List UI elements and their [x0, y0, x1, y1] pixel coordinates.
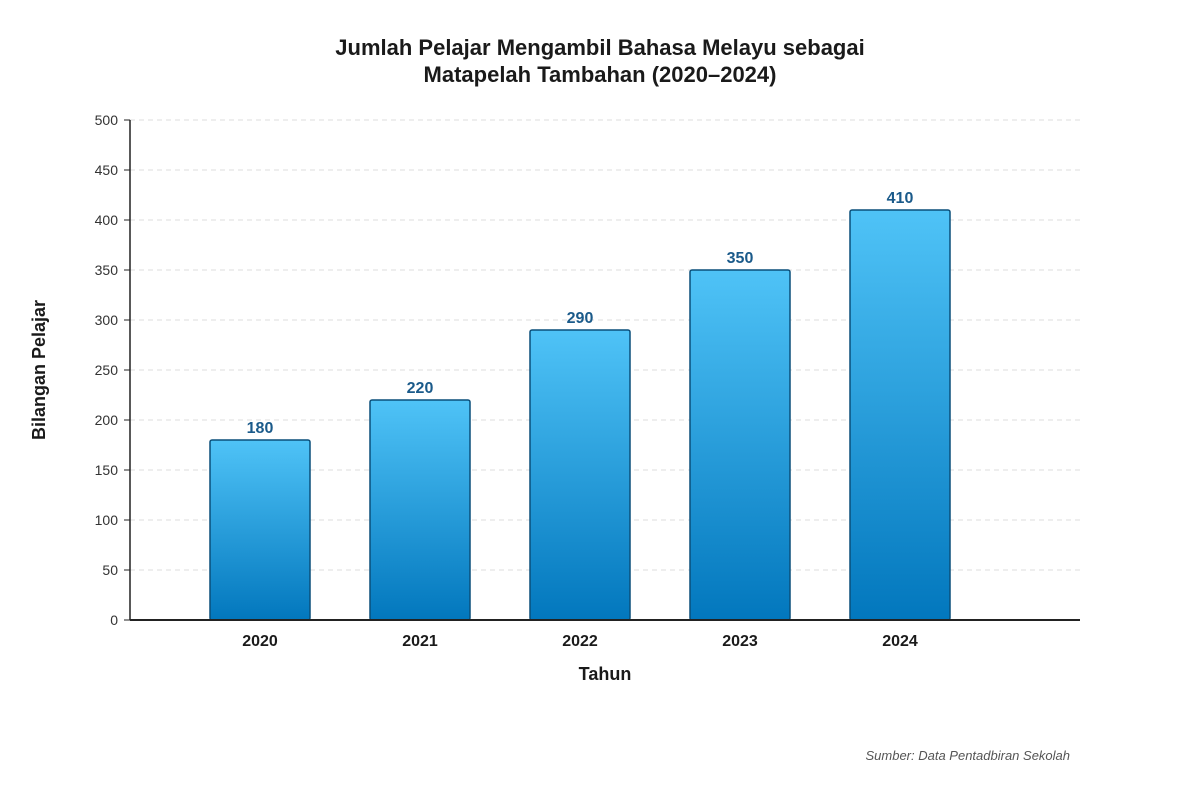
bar-2021	[369, 399, 471, 621]
y-axis-ticks: 0 50 100 150 200 250 300 350 400 450 500	[95, 112, 130, 628]
y-tick-label: 0	[110, 612, 118, 628]
bar-2020	[209, 439, 311, 621]
data-label-2021: 220	[407, 380, 434, 397]
data-labels: 180 220 290 350 410	[247, 190, 914, 437]
bar-2022	[529, 329, 631, 621]
y-tick-label: 500	[95, 112, 119, 128]
x-axis-label: Tahun	[579, 664, 632, 684]
chart-title-line-2: Matapelah Tambahan (2020–2024)	[424, 62, 777, 87]
data-label-2023: 350	[727, 250, 754, 267]
y-tick-label: 450	[95, 162, 119, 178]
y-tick-label: 50	[102, 562, 118, 578]
x-tick-label-2023: 2023	[722, 633, 758, 650]
y-tick-label: 400	[95, 212, 119, 228]
x-tick-label-2022: 2022	[562, 633, 598, 650]
y-tick-label: 300	[95, 312, 119, 328]
data-label-2024: 410	[887, 190, 914, 207]
x-tick-label-2021: 2021	[402, 633, 438, 650]
x-tick-label-2024: 2024	[882, 633, 918, 650]
data-label-2020: 180	[247, 420, 274, 437]
y-tick-label: 350	[95, 262, 119, 278]
x-axis-ticks: 2020 2021 2022 2023 2024	[242, 633, 918, 650]
bar-2023	[689, 269, 791, 621]
source-note: Sumber: Data Pentadbiran Sekolah	[865, 748, 1070, 763]
y-tick-label: 100	[95, 512, 119, 528]
bar-2024	[849, 209, 951, 621]
y-tick-label: 150	[95, 462, 119, 478]
y-tick-label: 200	[95, 412, 119, 428]
bars	[209, 209, 951, 621]
chart-title-line-1: Jumlah Pelajar Mengambil Bahasa Melayu s…	[335, 35, 864, 60]
y-axis-label: Bilangan Pelajar	[29, 300, 49, 440]
y-tick-label: 250	[95, 362, 119, 378]
x-tick-label-2020: 2020	[242, 633, 278, 650]
data-label-2022: 290	[567, 310, 594, 327]
